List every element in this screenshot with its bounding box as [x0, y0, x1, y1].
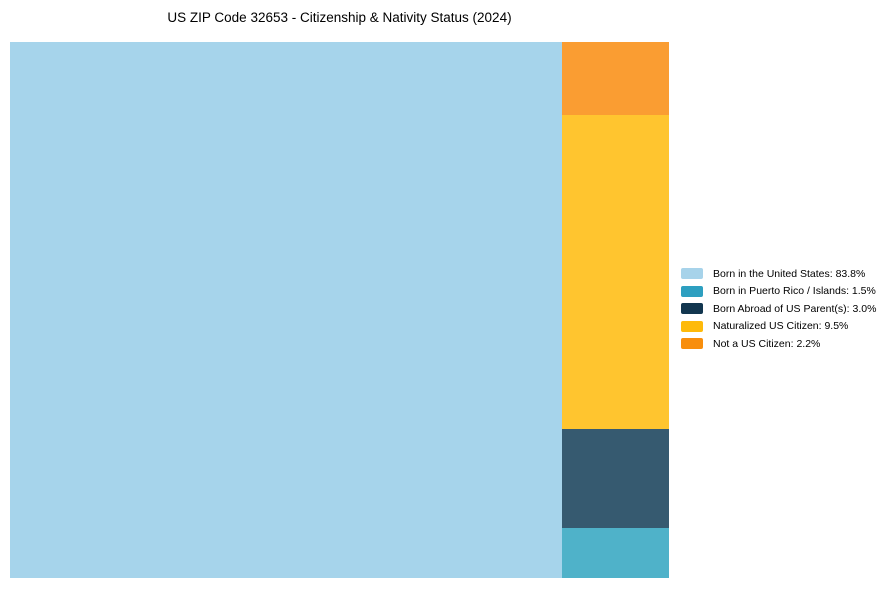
legend: Born in the United States: 83.8% Born in…	[681, 265, 876, 353]
legend-label-not-citizen: Not a US Citizen: 2.2%	[713, 337, 821, 350]
legend-item-born-abroad[interactable]: Born Abroad of US Parent(s): 3.0%	[681, 300, 876, 318]
treemap-block-born-us[interactable]	[10, 42, 563, 578]
legend-label-born-us: Born in the United States: 83.8%	[713, 267, 866, 280]
legend-label-born-abroad: Born Abroad of US Parent(s): 3.0%	[713, 302, 877, 315]
legend-item-naturalized[interactable]: Naturalized US Citizen: 9.5%	[681, 318, 876, 336]
treemap-block-puerto-rico[interactable]	[562, 528, 669, 578]
legend-label-naturalized: Naturalized US Citizen: 9.5%	[713, 320, 849, 333]
legend-swatch-not-citizen	[681, 338, 703, 350]
treemap-column	[562, 42, 669, 578]
chart-title: US ZIP Code 32653 - Citizenship & Nativi…	[167, 10, 512, 25]
legend-swatch-puerto-rico	[681, 285, 703, 297]
legend-item-not-citizen[interactable]: Not a US Citizen: 2.2%	[681, 335, 876, 353]
treemap-block-not-citizen[interactable]	[562, 42, 669, 115]
legend-item-puerto-rico[interactable]: Born in Puerto Rico / Islands: 1.5%	[681, 283, 876, 301]
legend-swatch-born-us	[681, 268, 703, 280]
legend-swatch-born-abroad	[681, 303, 703, 315]
treemap-block-born-abroad[interactable]	[562, 429, 669, 529]
treemap	[10, 42, 669, 578]
legend-swatch-naturalized	[681, 320, 703, 332]
legend-item-born-us[interactable]: Born in the United States: 83.8%	[681, 265, 876, 283]
treemap-block-naturalized[interactable]	[562, 114, 669, 430]
legend-label-puerto-rico: Born in Puerto Rico / Islands: 1.5%	[713, 285, 876, 298]
